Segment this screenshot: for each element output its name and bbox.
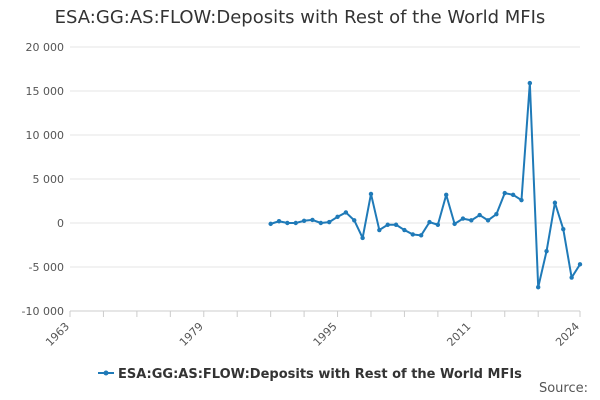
y-tick-label: 20 000	[26, 41, 65, 54]
data-point	[535, 285, 541, 290]
data-point	[310, 217, 315, 223]
data-point	[544, 248, 549, 254]
data-point	[494, 212, 499, 217]
y-tick-label: 0	[57, 217, 64, 230]
data-point	[377, 227, 382, 233]
x-tick-label: 1995	[311, 320, 340, 349]
y-tick-label: 5 000	[33, 173, 65, 186]
legend-label: ESA:GG:AS:FLOW:Deposits with Rest of the…	[118, 367, 522, 382]
data-point	[510, 192, 516, 198]
data-point	[402, 227, 407, 233]
y-tick-label: 10 000	[26, 129, 65, 142]
x-tick-label: 2024	[553, 320, 582, 349]
y-tick-label: -5 000	[29, 261, 64, 274]
series-group	[268, 80, 583, 290]
data-point	[385, 222, 390, 227]
data-point	[368, 191, 374, 197]
y-axis: -10 000 -5 000 0 5 000 10 000 15 000 20 000	[22, 41, 64, 318]
x-axis: 1963 1979 1995 2011 2024	[43, 310, 582, 349]
data-point	[343, 210, 349, 215]
data-point	[561, 226, 566, 232]
data-point	[477, 212, 482, 218]
x-tick-label: 1979	[177, 320, 206, 349]
data-point	[276, 219, 282, 224]
legend[interactable]: ESA:GG:AS:FLOW:Deposits with Rest of the…	[98, 367, 522, 382]
data-point	[318, 220, 324, 226]
chart-title: ESA:GG:AS:FLOW:Deposits with Rest of the…	[54, 7, 546, 28]
data-point	[485, 218, 491, 223]
data-point	[326, 219, 332, 225]
data-point	[452, 221, 457, 227]
x-tick-label: 2011	[444, 320, 473, 349]
data-point	[552, 200, 558, 205]
data-point	[527, 80, 533, 86]
data-point	[352, 218, 357, 223]
gridlines	[70, 46, 580, 312]
y-tick-label: 15 000	[26, 85, 65, 98]
data-point	[418, 233, 424, 238]
data-point	[268, 221, 273, 227]
data-point	[360, 235, 365, 241]
y-tick-label: -10 000	[22, 305, 64, 318]
data-point	[335, 214, 340, 220]
data-point	[444, 192, 449, 198]
data-point	[519, 197, 524, 203]
source-label: Source:	[538, 381, 588, 396]
legend-marker	[103, 370, 109, 376]
data-point	[502, 190, 507, 196]
data-point	[577, 262, 583, 267]
data-point	[435, 222, 441, 227]
data-point	[569, 275, 574, 280]
data-point	[460, 216, 466, 221]
x-tick-label: 1963	[43, 320, 72, 349]
data-point	[469, 218, 474, 223]
series-line	[270, 82, 581, 289]
data-point	[393, 222, 399, 227]
data-point	[301, 218, 307, 223]
data-point	[410, 232, 415, 237]
data-point	[285, 220, 290, 226]
data-point	[293, 220, 298, 226]
data-point	[427, 219, 432, 225]
